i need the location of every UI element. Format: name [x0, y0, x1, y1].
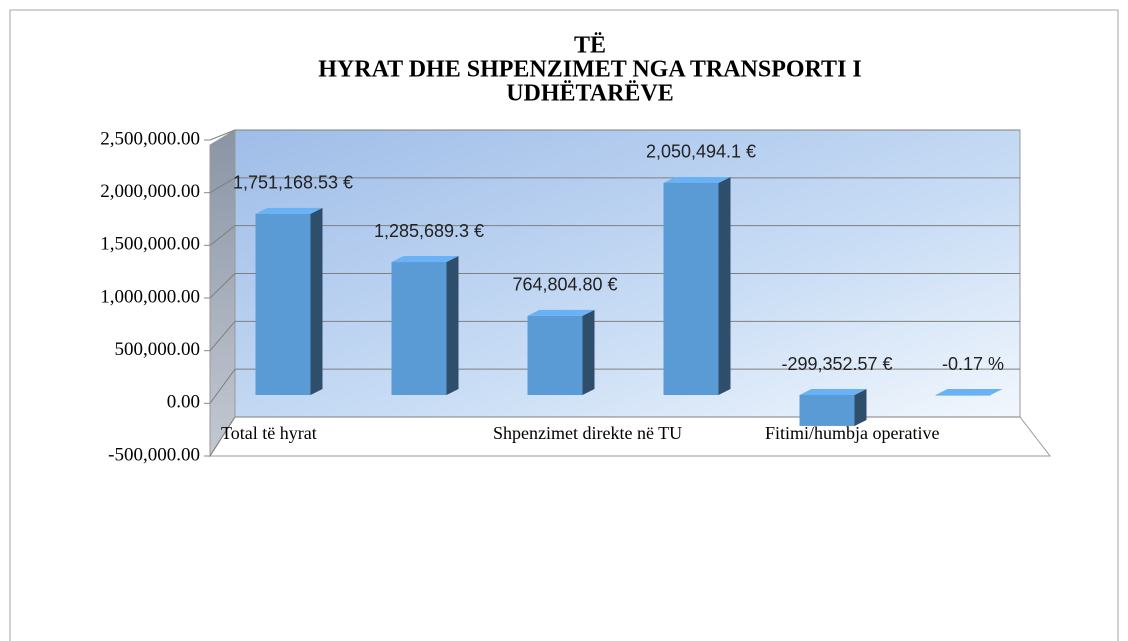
bar-top: [527, 309, 595, 316]
x-tick-label: Shpenzimet direkte në TU: [493, 423, 682, 443]
x-tick-label: Fitimi/humbja operative: [765, 423, 939, 443]
grid-line: [209, 368, 236, 404]
bar-side: [446, 256, 459, 395]
bar-side: [582, 309, 595, 395]
bar-side: [310, 207, 323, 395]
data-label: 764,804.80 €: [512, 275, 617, 295]
chart-title: TË: [574, 33, 606, 59]
bar: [799, 395, 855, 426]
grid-line: [209, 416, 236, 457]
data-label: 2,050,494.1 €: [646, 142, 756, 162]
bar-top: [663, 176, 731, 183]
bar-side: [718, 176, 731, 395]
bar-side: [854, 389, 867, 426]
bar-top: [255, 207, 323, 214]
x-tick-label: Total të hyrat: [221, 423, 317, 443]
y-tick-label: 2,500,000.00: [100, 128, 200, 149]
y-tick-label: 500,000.00: [115, 339, 201, 360]
grid-line: [209, 225, 236, 246]
bar: [255, 213, 311, 395]
side-wall: [209, 129, 236, 458]
chart-title: UDHËTARËVE: [506, 81, 674, 107]
grid-line: [209, 321, 236, 351]
bar-top: [935, 389, 1003, 395]
y-tick-label: -500,000.00: [108, 444, 200, 465]
chart-title: HYRAT DHE SHPENZIMET NGA TRANSPORTI I: [318, 57, 862, 83]
grid-line: [209, 177, 236, 194]
data-label: -299,352.57 €: [781, 354, 892, 374]
grid-line: [209, 273, 236, 299]
bar: [663, 182, 719, 395]
y-tick-label: 1,000,000.00: [100, 286, 200, 307]
bar-top: [391, 256, 459, 263]
bar-top: [799, 389, 867, 395]
bar: [935, 395, 991, 396]
y-tick-label: 1,500,000.00: [100, 234, 200, 255]
y-tick-label: 2,000,000.00: [100, 181, 200, 202]
data-label: 1,285,689.3 €: [374, 221, 484, 241]
data-label: -0.17 %: [942, 354, 1004, 374]
y-tick-label: 0.00: [167, 392, 200, 413]
bar: [527, 315, 583, 395]
data-label: 1,751,168.53 €: [233, 173, 353, 193]
bar: [391, 262, 447, 395]
grid-line: [209, 129, 236, 141]
